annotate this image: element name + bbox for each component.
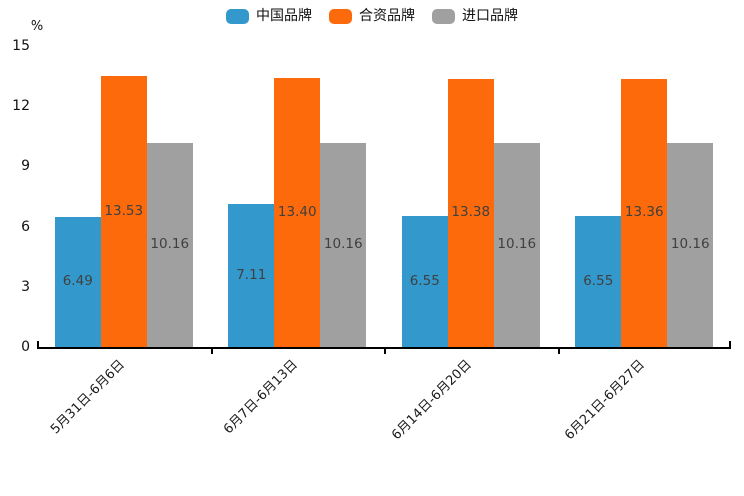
bar: 10.16 xyxy=(320,143,367,347)
bar: 7.11 xyxy=(228,204,275,347)
axis-tick xyxy=(558,349,560,354)
legend-item: 中国品牌 xyxy=(226,8,312,24)
bar: 13.40 xyxy=(274,78,321,347)
bar-value-label: 6.55 xyxy=(583,272,614,289)
bar: 6.55 xyxy=(401,215,448,347)
bar: 6.49 xyxy=(54,216,101,347)
x-tick-label: 6月7日-6月13日 xyxy=(221,357,302,438)
plot-area: % 0 3 6 9 12 15 6.49 13.53 10.16 5月31日-6月6日 7.11 13… xyxy=(12,20,731,443)
y-tick-label: 6 xyxy=(21,218,30,235)
legend-label: 中国品牌 xyxy=(256,8,312,24)
bar: 13.36 xyxy=(621,78,668,347)
legend-swatch-icon xyxy=(432,8,455,24)
y-tick-label: 0 xyxy=(21,339,30,355)
y-axis-unit-label: % xyxy=(30,19,44,34)
x-tick-label: 6月14日-6月20日 xyxy=(388,357,475,444)
bar: 13.38 xyxy=(447,78,494,347)
bar-group: 6.49 13.53 10.16 xyxy=(54,46,193,347)
legend-label: 合资品牌 xyxy=(359,8,415,24)
x-tick-label: 5月31日-6月6日 xyxy=(47,357,128,438)
bar-value-label: 6.55 xyxy=(409,272,440,289)
legend-label: 进口品牌 xyxy=(462,8,518,24)
x-tick-label: 6月21日-6月27日 xyxy=(562,357,649,444)
axis-end-cap xyxy=(37,341,39,349)
bar-value-label: 6.49 xyxy=(62,273,93,290)
bar: 10.16 xyxy=(493,143,540,347)
bar-value-label: 10.16 xyxy=(323,236,363,253)
y-tick-label: 12 xyxy=(12,98,30,115)
bar: 13.53 xyxy=(100,75,147,347)
y-tick-label: 9 xyxy=(21,158,30,175)
x-axis-line xyxy=(37,347,731,349)
bar-value-label: 10.16 xyxy=(670,236,710,253)
bar-value-label: 7.11 xyxy=(236,266,267,283)
y-tick-label: 15 xyxy=(12,38,30,54)
y-tick-label: 3 xyxy=(21,278,30,295)
legend-item: 合资品牌 xyxy=(329,8,415,24)
bar-group: 7.11 13.40 10.16 xyxy=(228,46,367,347)
bar-value-label: 13.40 xyxy=(277,203,317,220)
bar-value-label: 13.38 xyxy=(451,204,491,220)
bar: 10.16 xyxy=(667,143,714,347)
bar-group: 6.55 13.36 10.16 xyxy=(575,46,714,347)
bar: 6.55 xyxy=(575,215,622,347)
bar-value-label: 13.53 xyxy=(104,202,144,219)
bar-value-label: 13.36 xyxy=(624,204,664,221)
legend-item: 进口品牌 xyxy=(432,8,518,24)
bar-value-label: 10.16 xyxy=(497,236,537,253)
bar: 10.16 xyxy=(146,143,193,347)
legend-swatch-icon xyxy=(226,8,249,24)
bar-value-label: 10.16 xyxy=(150,236,190,253)
legend-swatch-icon xyxy=(329,8,352,24)
axis-tick xyxy=(384,349,386,354)
chart-legend: 中国品牌 合资品牌 进口品牌 xyxy=(0,6,744,26)
bar-group: 6.55 13.38 10.16 xyxy=(401,46,540,347)
axis-end-cap xyxy=(729,341,731,349)
axis-tick xyxy=(211,349,213,354)
